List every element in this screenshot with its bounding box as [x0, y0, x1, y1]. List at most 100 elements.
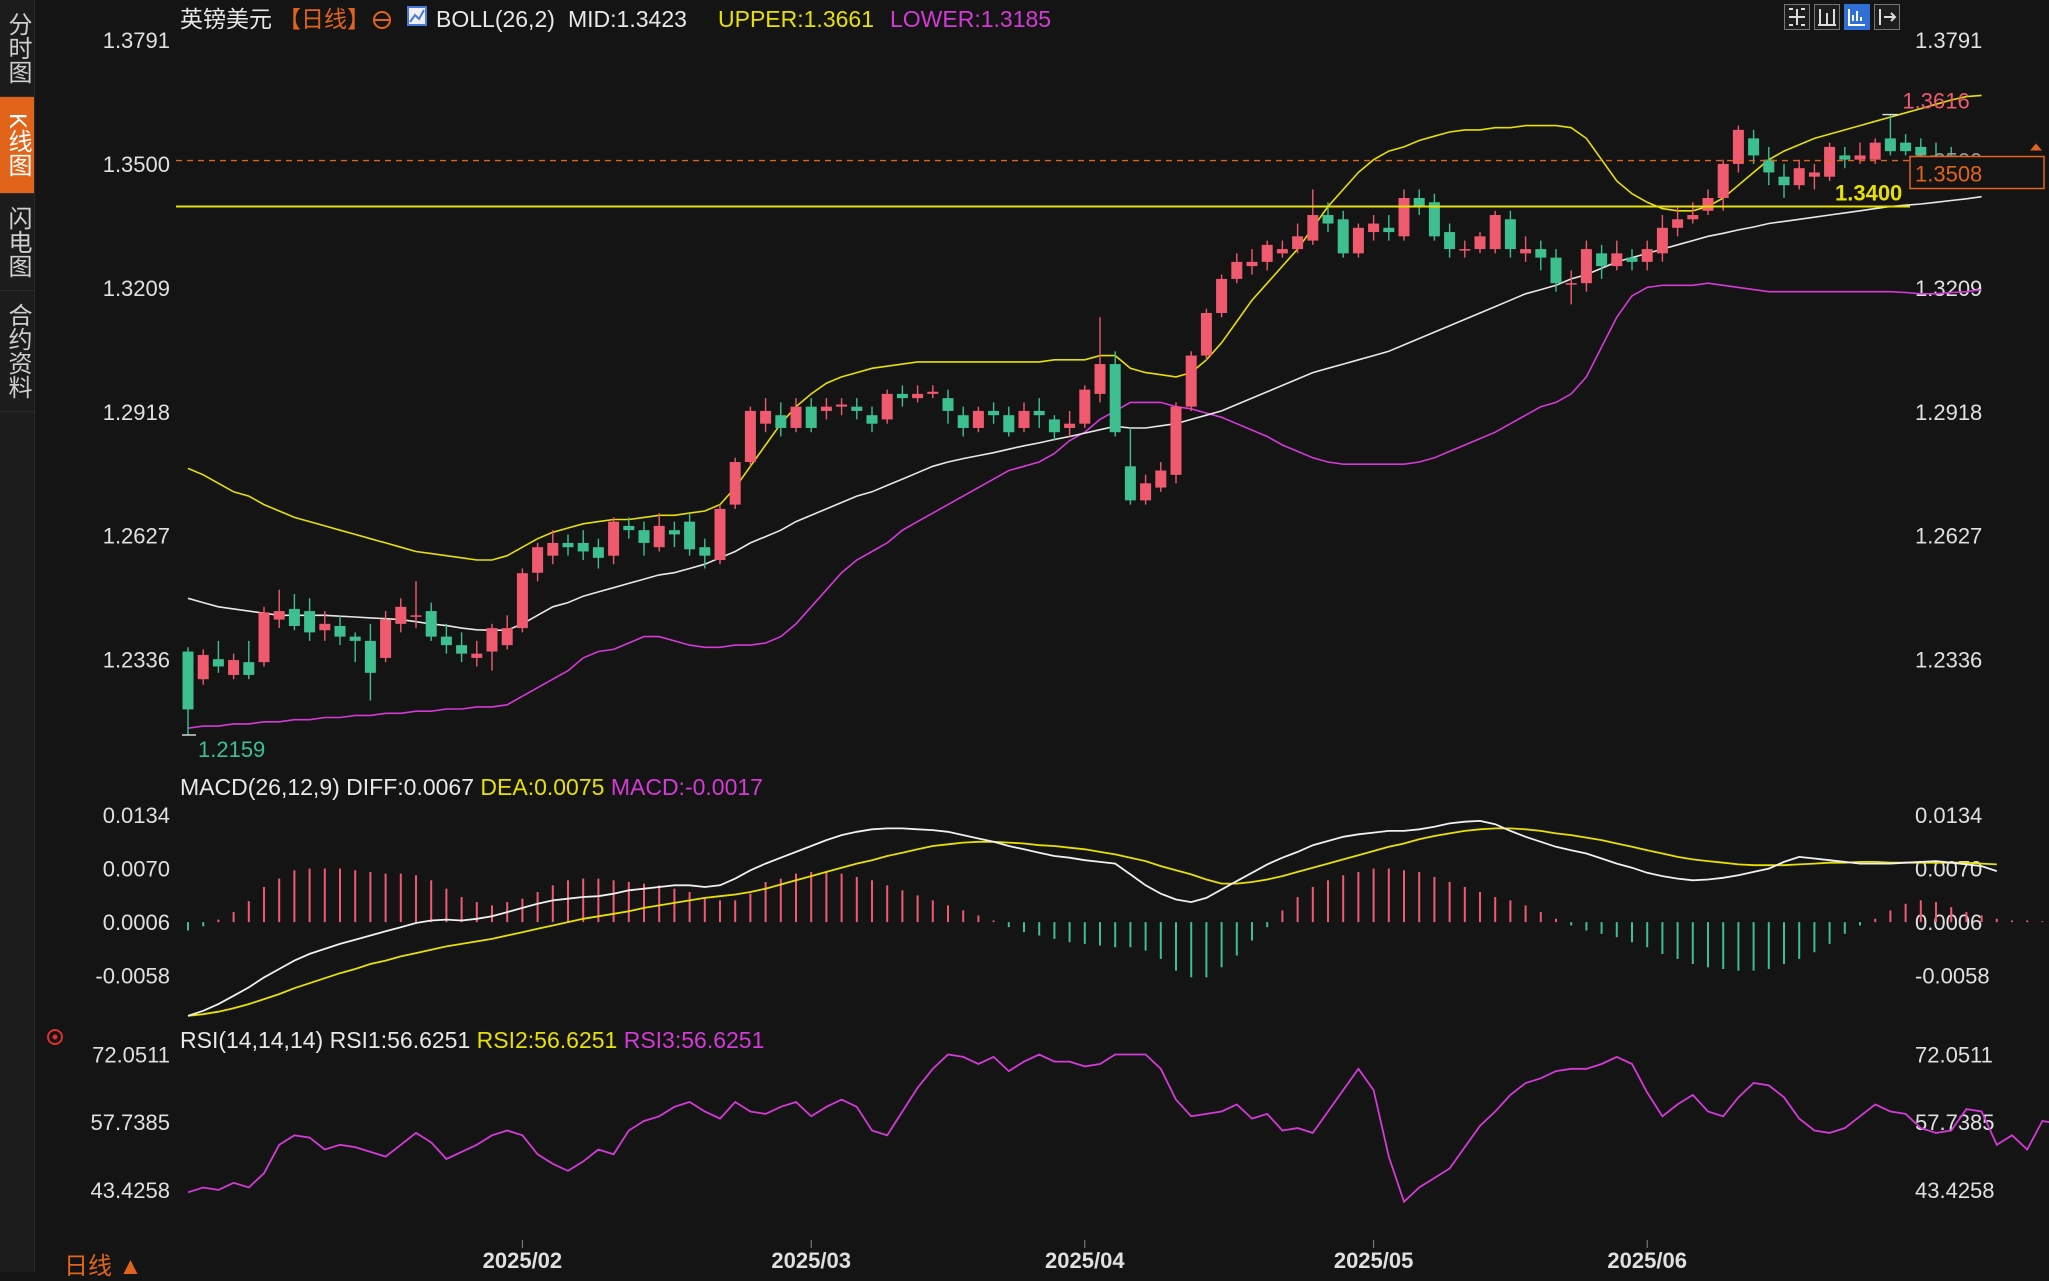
candle-body [1200, 312, 1212, 356]
candle-body [1170, 406, 1182, 475]
candle-body [456, 645, 468, 654]
candle-body [684, 521, 696, 550]
y-tick-left: 1.3209 [103, 276, 170, 301]
macd-title-part: DEA:0.0075 [474, 774, 604, 800]
columns-icon[interactable] [1814, 4, 1840, 30]
sidebar: 分时图 K线图 闪电图 合约资料 [0, 0, 35, 1272]
candle-body [1337, 219, 1349, 254]
candle-body [760, 410, 772, 424]
candle-body [380, 619, 392, 658]
macd-title-part: MACD(26,12,9) [180, 774, 340, 800]
main-y-axis: 1.3791 1.3791 1.3500 1.3209 1.3209 1.2918 1.29… [103, 28, 1983, 673]
candle-body [927, 391, 939, 394]
last-price-arrow-icon [2030, 143, 2042, 151]
candle-body [1352, 227, 1364, 254]
candle-body [501, 628, 513, 646]
candle-body [486, 628, 498, 652]
candle-body [1672, 219, 1684, 228]
chart-icon[interactable] [1844, 4, 1870, 30]
next-icon[interactable] [1874, 4, 1900, 30]
candle-body [623, 525, 635, 531]
candle-body [608, 521, 620, 556]
candle-body [288, 608, 300, 626]
candle-body [197, 654, 209, 680]
x-tick-label: 2025/05 [1334, 1248, 1414, 1272]
candle-body [182, 651, 194, 710]
candle-body [1824, 146, 1836, 177]
macd-y-tick-right: -0.0058 [1915, 964, 1990, 989]
candle-body [957, 415, 969, 428]
macd-y-tick-left: 0.0006 [103, 910, 170, 935]
candle-body [775, 415, 787, 428]
candle-body [1064, 423, 1076, 428]
candle-body [988, 410, 1000, 416]
x-tick-label: 2025/06 [1607, 1248, 1687, 1272]
grid-icon[interactable] [1784, 4, 1810, 30]
candle-body [881, 393, 893, 420]
candle-body [851, 406, 863, 411]
candle-body [364, 640, 376, 673]
indicator-icon[interactable] [407, 6, 427, 26]
candle-body [820, 406, 832, 411]
boll-label: BOLL(26,2) [436, 6, 555, 32]
macd-title-part: MACD:-0.0017 [604, 774, 763, 800]
candle-body [440, 636, 452, 646]
candle-body [1109, 364, 1121, 433]
candle-body [1520, 249, 1532, 254]
boll-upper: UPPER:1.3661 [718, 6, 874, 32]
candle-body [1641, 249, 1653, 262]
candle-body [471, 653, 483, 658]
boll-mid: MID:1.3423 [568, 6, 687, 32]
tab-kline[interactable]: K线图 [0, 97, 34, 194]
low-label: 1.2159 [198, 737, 265, 762]
candle-body [1839, 155, 1851, 160]
candle-body [1413, 197, 1425, 207]
candle-body [1808, 172, 1820, 177]
tab-kline-label: K线图 [4, 112, 31, 177]
candle-body [836, 404, 848, 407]
tab-contract-info[interactable]: 合约资料 [0, 291, 34, 412]
candle-body [1292, 236, 1304, 250]
y-tick-left: 1.2918 [103, 400, 170, 425]
tab-time-share[interactable]: 分时图 [0, 0, 34, 97]
candle-body [1474, 236, 1486, 250]
candle-body [1778, 176, 1790, 186]
x-axis: 2025/02 2025/03 2025/04 2025/05 2025/06 [483, 1240, 1687, 1272]
candle-body [1854, 155, 1866, 160]
candle-body [790, 406, 802, 428]
candle-body [562, 542, 574, 548]
rsi-settings-icon[interactable] [47, 1029, 63, 1045]
candle-body [212, 659, 224, 667]
crosshair-toggle-icon[interactable] [373, 11, 391, 29]
candle-body [1611, 253, 1623, 267]
candle-body [532, 547, 544, 573]
candle-body [912, 393, 924, 399]
candle-body [1580, 249, 1592, 284]
x-tick-label: 2025/04 [1045, 1248, 1125, 1272]
y-tick-right: 1.2627 [1915, 524, 1982, 549]
candle-body [1155, 470, 1167, 488]
candle-body [334, 625, 346, 637]
period-button[interactable]: 日线 ▲ [64, 1253, 143, 1280]
tab-flash-chart[interactable]: 闪电图 [0, 194, 34, 291]
candle-body [1626, 257, 1638, 262]
candle-body [395, 606, 407, 624]
candle-body [1216, 278, 1228, 313]
macd-y-tick-right: 0.0006 [1915, 910, 1982, 935]
y-tick-left: 1.3791 [103, 28, 170, 53]
candle-body [1763, 159, 1775, 173]
candle-body [1368, 223, 1380, 233]
candle-body [1185, 355, 1197, 407]
support-label: 1.3400 [1835, 181, 1902, 206]
candle-body [243, 662, 255, 675]
rsi-y-tick-left: 43.4258 [90, 1178, 170, 1203]
candle-body [805, 406, 817, 428]
rsi-title-part: RSI2:56.6251 [470, 1027, 617, 1053]
macd-y-tick-left: -0.0058 [95, 964, 170, 989]
rsi-y-tick-left: 57.7385 [90, 1110, 170, 1135]
candle-body [1717, 163, 1729, 198]
candle-body [577, 542, 589, 552]
candle-body [1489, 215, 1501, 250]
